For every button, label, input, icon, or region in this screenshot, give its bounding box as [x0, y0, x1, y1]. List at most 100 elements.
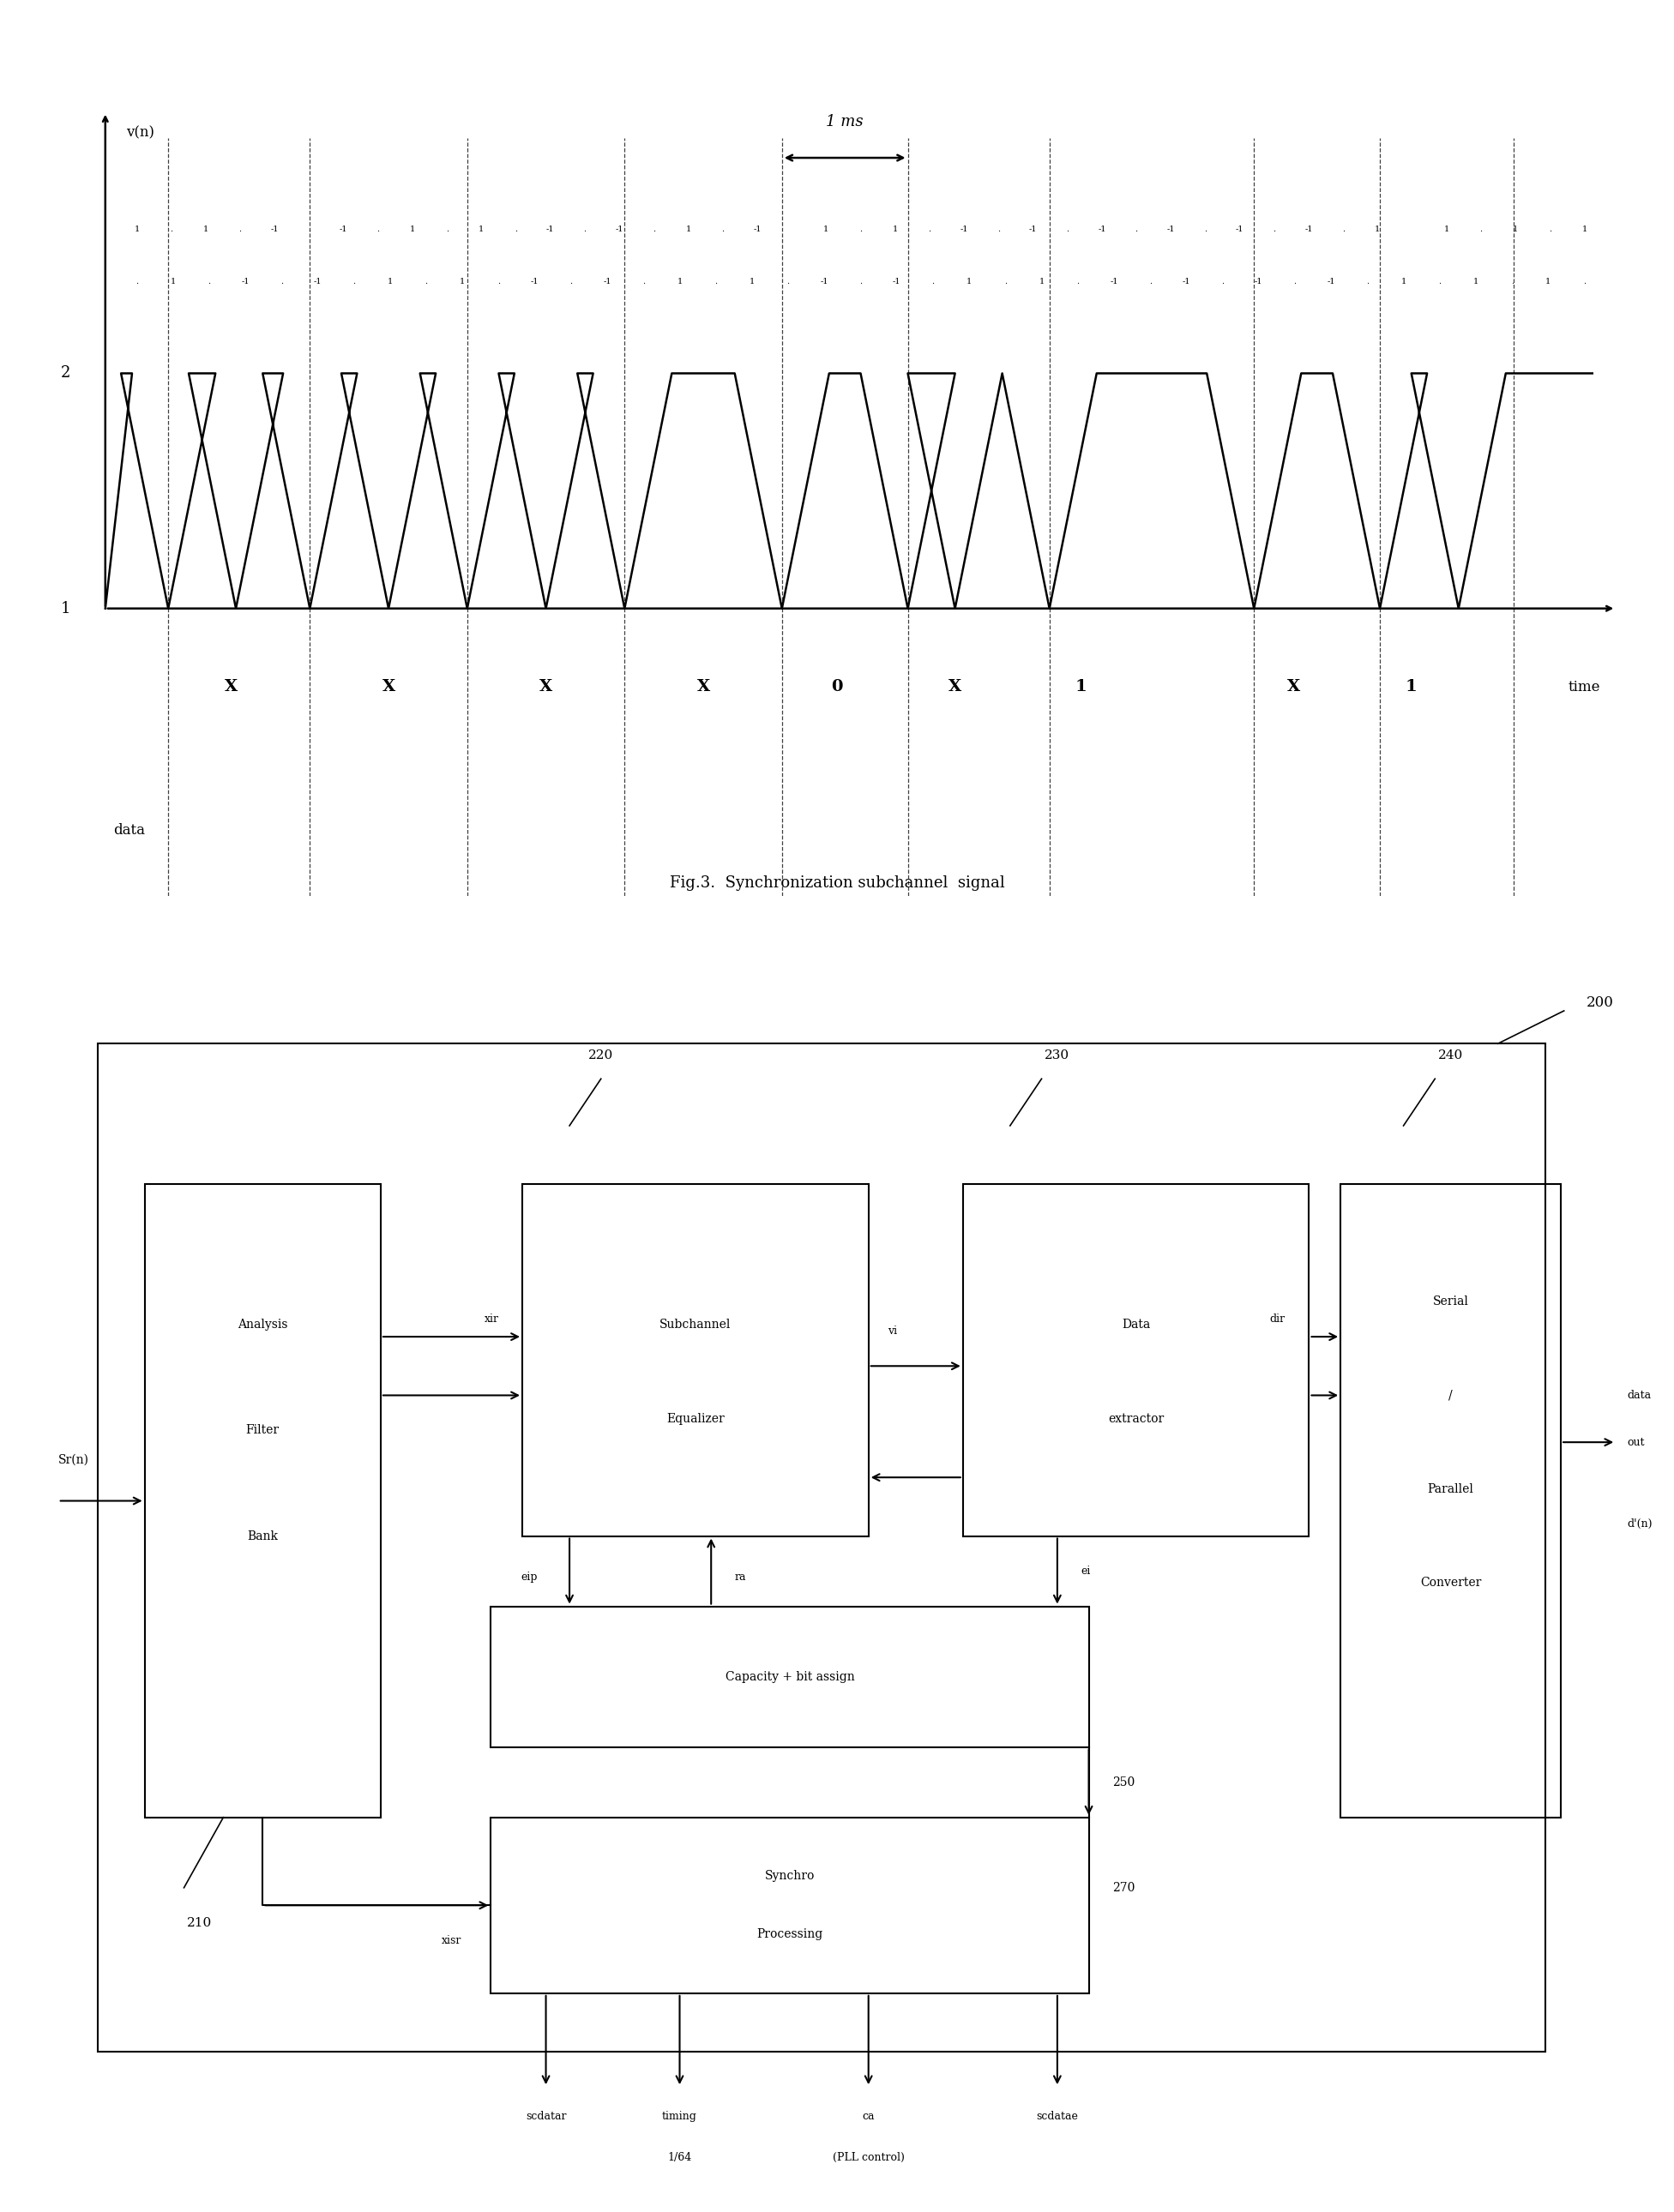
Text: 1: 1 [1473, 279, 1478, 285]
Text: -1: -1 [603, 279, 611, 285]
Text: .: . [1148, 279, 1152, 285]
Text: -1: -1 [1098, 226, 1107, 234]
Text: -1: -1 [340, 226, 348, 234]
Text: .: . [859, 279, 862, 285]
Text: Parallel: Parallel [1428, 1482, 1473, 1495]
Text: .: . [715, 279, 716, 285]
Text: .: . [927, 226, 931, 234]
Text: .: . [1343, 226, 1344, 234]
Text: dir: dir [1271, 1314, 1286, 1325]
Text: .: . [1220, 279, 1224, 285]
Text: out: out [1627, 1436, 1644, 1449]
Text: 1: 1 [479, 226, 484, 234]
Text: 1: 1 [1513, 226, 1518, 234]
Text: .: . [569, 279, 573, 285]
Text: X: X [949, 679, 961, 695]
Text: v(n): v(n) [126, 126, 154, 139]
Text: .: . [445, 226, 449, 234]
Text: 1: 1 [892, 226, 897, 234]
Text: -1: -1 [531, 279, 539, 285]
Text: -1: -1 [1327, 279, 1336, 285]
Text: 1: 1 [1374, 226, 1381, 234]
Text: .: . [208, 279, 211, 285]
Text: .: . [353, 279, 355, 285]
Text: 250: 250 [1113, 1776, 1135, 1787]
Text: Capacity + bit assign: Capacity + bit assign [725, 1670, 854, 1683]
Text: 1: 1 [1401, 279, 1406, 285]
Text: .: . [1366, 279, 1369, 285]
Text: .: . [308, 226, 310, 234]
Text: 1: 1 [1582, 226, 1587, 234]
Text: 1: 1 [1445, 226, 1450, 234]
Text: -1: -1 [1182, 279, 1190, 285]
Text: .: . [1004, 279, 1006, 285]
Text: .: . [136, 279, 139, 285]
Text: xisr: xisr [442, 1935, 462, 1947]
Text: X: X [696, 679, 710, 695]
Text: data: data [114, 823, 146, 838]
Text: Filter: Filter [246, 1425, 280, 1436]
Text: timing: timing [663, 2110, 696, 2121]
Text: 1: 1 [686, 226, 691, 234]
Text: .: . [653, 226, 655, 234]
Text: -1: -1 [1167, 226, 1175, 234]
Text: .: . [1076, 279, 1080, 285]
Text: -1: -1 [892, 279, 901, 285]
Text: Serial: Serial [1433, 1296, 1468, 1307]
Text: (PLL control): (PLL control) [832, 2152, 904, 2163]
Text: 1: 1 [203, 226, 208, 234]
Text: -1: -1 [313, 279, 321, 285]
Text: 1: 1 [676, 279, 683, 285]
Text: 1: 1 [966, 279, 973, 285]
Text: 220: 220 [589, 1048, 613, 1062]
Text: 1: 1 [1040, 279, 1045, 285]
Text: .: . [643, 279, 644, 285]
Text: Equalizer: Equalizer [666, 1413, 725, 1425]
Text: ra: ra [735, 1571, 747, 1582]
Text: xir: xir [484, 1314, 499, 1325]
Bar [144, 1183, 380, 1818]
Text: Analysis: Analysis [238, 1318, 288, 1332]
Text: -1: -1 [820, 279, 829, 285]
Text: .: . [1294, 279, 1296, 285]
Text: 270: 270 [1113, 1882, 1135, 1893]
Bar [1341, 1183, 1560, 1818]
Text: .: . [787, 279, 790, 285]
Text: -1: -1 [546, 226, 554, 234]
Text: time: time [1569, 679, 1600, 695]
Text: .: . [1510, 279, 1513, 285]
Text: 230: 230 [1045, 1048, 1070, 1062]
Text: .: . [1584, 279, 1585, 285]
Text: .: . [1480, 226, 1483, 234]
Text: data: data [1627, 1389, 1651, 1400]
Text: 1 ms: 1 ms [827, 115, 864, 131]
Text: -1: -1 [753, 226, 762, 234]
Text: extractor: extractor [1108, 1413, 1163, 1425]
Text: -1: -1 [1304, 226, 1312, 234]
Text: 1: 1 [171, 279, 176, 285]
Text: /: / [1448, 1389, 1453, 1402]
Bar [490, 1606, 1088, 1747]
Text: Fig.3.  Synchronization subchannel  signal: Fig.3. Synchronization subchannel signal [670, 876, 1004, 891]
Text: -1: -1 [241, 279, 249, 285]
Bar [490, 1818, 1088, 1993]
Text: 200: 200 [1587, 995, 1614, 1011]
Text: 1: 1 [60, 602, 70, 617]
Text: .: . [377, 226, 380, 234]
Text: .: . [239, 226, 241, 234]
Text: .: . [497, 279, 501, 285]
Text: 2: 2 [60, 365, 70, 380]
Text: -1: -1 [1030, 226, 1036, 234]
Text: eip: eip [521, 1571, 537, 1582]
Text: .: . [859, 226, 862, 234]
Text: 1: 1 [750, 279, 755, 285]
Text: scdatae: scdatae [1036, 2110, 1078, 2121]
Text: 210: 210 [187, 1918, 213, 1929]
Text: .: . [721, 226, 725, 234]
Text: -1: -1 [271, 226, 278, 234]
Text: .: . [1135, 226, 1138, 234]
Text: 1: 1 [387, 279, 393, 285]
Bar [522, 1183, 869, 1535]
Text: Processing: Processing [757, 1929, 824, 1940]
Text: Subchannel: Subchannel [660, 1318, 732, 1332]
